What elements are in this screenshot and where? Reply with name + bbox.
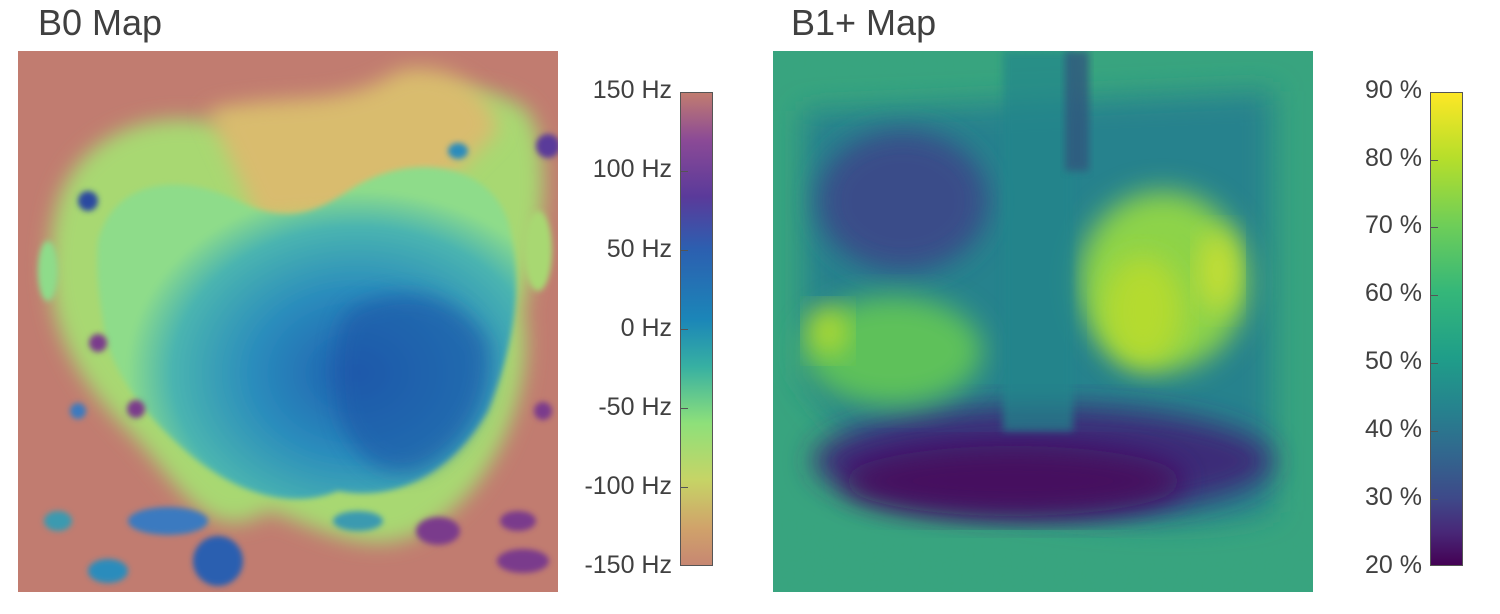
b1-tick-label: 20 % (1365, 551, 1422, 579)
b0-tick-label: 0 Hz (620, 314, 672, 342)
b1-tickmark (1430, 363, 1438, 364)
b1-tick-label: 80 % (1365, 144, 1422, 172)
b1-tick-label: 40 % (1365, 415, 1422, 443)
b0-tick-label: -150 Hz (584, 551, 672, 579)
b0-tickmark (680, 408, 688, 409)
b1-map-title: B1+ Map (791, 2, 937, 43)
b1-tick-label: 30 % (1365, 483, 1422, 511)
b1-tick-label: 90 % (1365, 76, 1422, 104)
b0-tickmark (680, 171, 688, 172)
b0-map-image (18, 51, 558, 592)
b0-tick-label: -50 Hz (598, 393, 672, 421)
b1-tickmark (1430, 295, 1438, 296)
b1-tick-label: 50 % (1365, 347, 1422, 375)
b0-tickmark (680, 487, 688, 488)
b0-tickmark (680, 329, 688, 330)
b1-tickmark (1430, 431, 1438, 432)
b0-tick-label: 100 Hz (592, 155, 672, 183)
b1-tick-label: 60 % (1365, 279, 1422, 307)
b0-map-graphic (18, 51, 558, 592)
b1-colorbar (1430, 92, 1463, 566)
b0-tick-label: -100 Hz (584, 472, 672, 500)
b1-map-image (773, 51, 1313, 592)
b1-tick-label: 70 % (1365, 211, 1422, 239)
b1-tickmark (1430, 499, 1438, 500)
b0-tick-label: 150 Hz (592, 76, 672, 104)
b1-tickmark (1430, 227, 1438, 228)
b0-tick-label: 50 Hz (606, 235, 672, 263)
b0-map-title: B0 Map (38, 2, 163, 43)
b0-tickmark (680, 250, 688, 251)
b1-tickmark (1430, 160, 1438, 161)
b1-map-graphic (773, 51, 1313, 592)
